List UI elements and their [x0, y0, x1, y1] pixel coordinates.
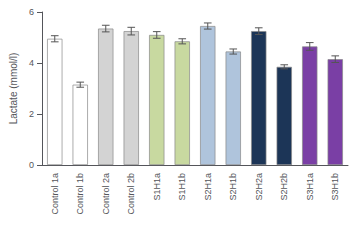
- svg-text:2: 2: [29, 109, 34, 119]
- svg-text:4: 4: [29, 58, 34, 68]
- svg-text:S3H1b: S3H1b: [330, 173, 340, 201]
- svg-text:6: 6: [29, 7, 34, 17]
- svg-text:S1H1a: S1H1a: [152, 173, 162, 201]
- svg-text:Control 2b: Control 2b: [126, 173, 136, 215]
- svg-text:S1H1b: S1H1b: [177, 173, 187, 201]
- svg-text:Control 1a: Control 1a: [50, 173, 60, 215]
- svg-text:Lactate (mmol/l): Lactate (mmol/l): [8, 53, 19, 125]
- svg-text:S2H2b: S2H2b: [279, 173, 289, 201]
- svg-text:Control 1b: Control 1b: [75, 173, 85, 215]
- svg-text:S3H1a: S3H1a: [305, 173, 315, 201]
- svg-text:S2H1a: S2H1a: [203, 173, 213, 201]
- svg-text:S2H1b: S2H1b: [228, 173, 238, 201]
- svg-text:S2H2a: S2H2a: [254, 173, 264, 201]
- svg-text:Control 2a: Control 2a: [101, 173, 111, 215]
- svg-text:0: 0: [29, 160, 34, 170]
